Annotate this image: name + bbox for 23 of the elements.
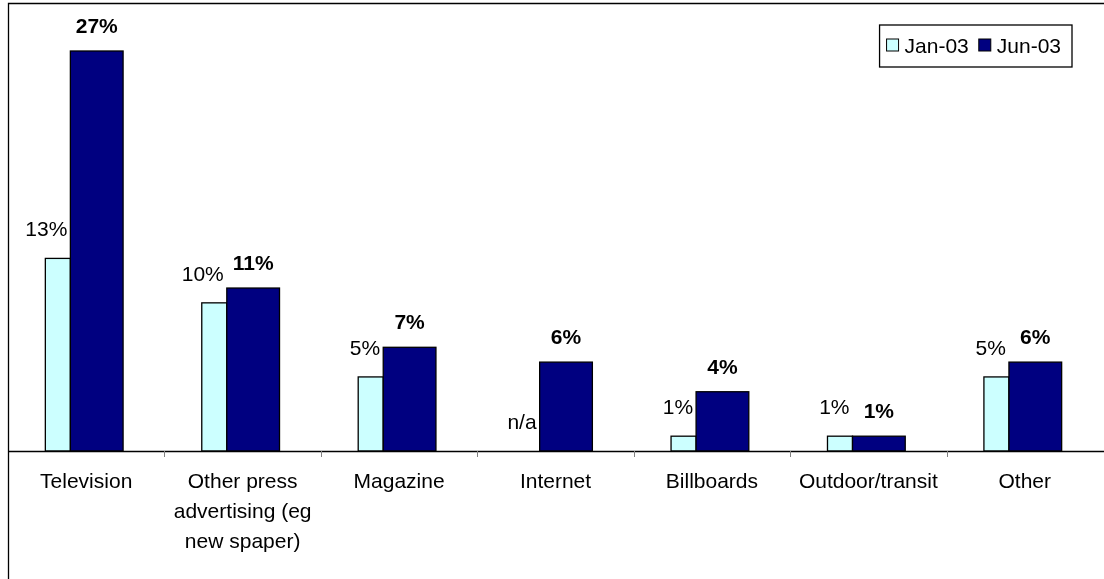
data-label: 4% <box>707 354 738 378</box>
data-label: 1% <box>863 399 895 423</box>
x-tick-label: Internet <box>519 469 592 492</box>
data-label: 7% <box>394 310 426 334</box>
data-label: 27% <box>75 14 119 37</box>
data-label: 6% <box>550 325 582 349</box>
data-label: 13% <box>25 217 68 241</box>
x-tick-label: Outdoor/transit <box>798 469 938 492</box>
x-tick-label: Television <box>40 469 133 492</box>
data-label: 10% <box>181 261 224 285</box>
legend-label: Jun-03 <box>996 34 1061 57</box>
legend-label: Jan-03 <box>904 34 969 57</box>
data-label: 11% <box>232 251 274 275</box>
x-tick-label: Other press advertising (eg new spaper) <box>173 469 312 552</box>
x-tick-label: Billboards <box>665 469 759 492</box>
x-tick-label: Magazine <box>353 469 445 492</box>
x-tick-label: Other <box>998 469 1052 492</box>
data-label: 5% <box>349 335 381 359</box>
text: n/a <box>507 410 537 433</box>
data-label: 5% <box>975 335 1006 359</box>
data-label: 6% <box>1020 325 1051 349</box>
data-label: 1% <box>662 395 694 419</box>
data-label: 1% <box>819 395 850 419</box>
